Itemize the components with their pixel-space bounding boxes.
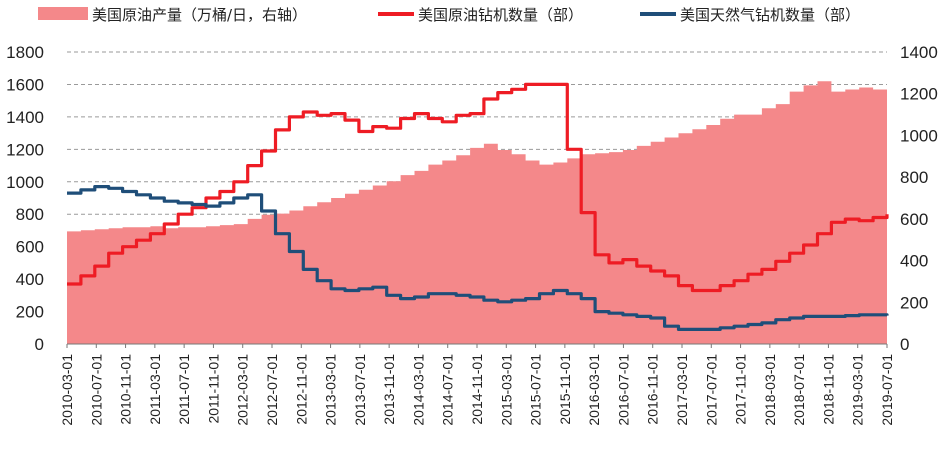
legend-label: 美国原油钻机数量（部） [418, 6, 583, 24]
series-line-gas-rig-count [67, 185, 889, 331]
x-axis-tick-label: 2014-07-01 [440, 354, 456, 426]
right-axis-tick-label: 1000 [900, 126, 938, 145]
x-axis-tick-label: 2017-11-01 [733, 354, 749, 425]
x-axis-tick-label: 2010-03-01 [59, 354, 75, 426]
x-axis-tick-label: 2016-07-01 [615, 354, 631, 426]
x-axis-tick-label: 2017-03-01 [674, 354, 690, 426]
left-axis-tick-label: 1200 [6, 140, 44, 159]
line-series [67, 82, 889, 331]
x-axis-tick-label: 2015-07-01 [528, 354, 544, 426]
x-axis-tick-label: 2014-03-01 [410, 354, 426, 426]
right-axis-tick-label: 0 [900, 335, 909, 354]
x-axis-tick-label: 2018-07-01 [791, 354, 807, 426]
series-area-crude-oil-production [67, 81, 887, 344]
x-axis-tick-label: 2010-07-01 [88, 354, 104, 426]
right-axis-tick-label: 1400 [900, 43, 938, 62]
area-series [67, 81, 887, 344]
axes: 0 200 400 600 800 1000 1200 1400 1600 1800 0 200 400… [6, 43, 938, 426]
left-axis-tick-label: 200 [16, 303, 44, 322]
x-axis-tick-label: 2015-03-01 [498, 354, 514, 426]
x-axis-tick-label: 2011-03-01 [147, 354, 163, 425]
right-axis-tick-label: 1200 [900, 85, 938, 104]
left-axis-tick-label: 600 [16, 238, 44, 257]
left-axis-tick-label: 1400 [6, 108, 44, 127]
x-axis-tick-label: 2016-03-01 [586, 354, 602, 426]
x-axis-tick-label: 2015-11-01 [557, 354, 573, 425]
left-axis-tick-label: 1000 [6, 173, 44, 192]
legend-swatch-area [38, 7, 88, 20]
x-axis-tick-label: 2012-07-01 [264, 354, 280, 426]
x-axis-tick-label: 2018-03-01 [762, 354, 778, 426]
x-axis-tick-label: 2016-11-01 [645, 354, 661, 425]
x-axis-tick-label: 2012-11-01 [293, 354, 309, 425]
left-axis-tick-label: 0 [35, 335, 44, 354]
left-axis-tick-label: 400 [16, 270, 44, 289]
left-axis-tick-label: 1600 [6, 75, 44, 94]
x-axis-tick-label: 2013-07-01 [352, 354, 368, 426]
left-axis-tick-label: 1800 [6, 43, 44, 62]
x-axis-tick-label: 2013-03-01 [323, 354, 339, 426]
x-axis-tick-label: 2014-11-01 [469, 354, 485, 425]
x-axis-tick-label: 2017-07-01 [703, 354, 719, 426]
x-axis-tick-label: 2012-03-01 [235, 354, 251, 426]
right-axis-tick-label: 400 [900, 252, 928, 271]
x-axis-tick-label: 2010-11-01 [118, 354, 134, 425]
right-axis-tick-label: 200 [900, 293, 928, 312]
x-axis-tick-label: 2013-11-01 [381, 354, 397, 425]
left-axis-tick-label: 800 [16, 205, 44, 224]
x-axis-tick-label: 2019-03-01 [850, 354, 866, 426]
right-axis-tick-label: 800 [900, 168, 928, 187]
x-axis-tick-label: 2019-07-01 [879, 354, 895, 426]
x-axis-tick-label: 2018-11-01 [820, 354, 836, 425]
x-axis-tick-label: 2011-11-01 [205, 354, 221, 424]
legend-label: 美国天然气钻机数量（部） [680, 6, 860, 24]
legend-label: 美国原油产量（万桶/日，右轴） [92, 6, 307, 24]
right-axis-tick-label: 600 [900, 210, 928, 229]
legend: 美国原油产量（万桶/日，右轴） 美国原油钻机数量（部） 美国天然气钻机数量（部） [38, 6, 860, 24]
x-axis-tick-label: 2011-07-01 [176, 354, 192, 425]
